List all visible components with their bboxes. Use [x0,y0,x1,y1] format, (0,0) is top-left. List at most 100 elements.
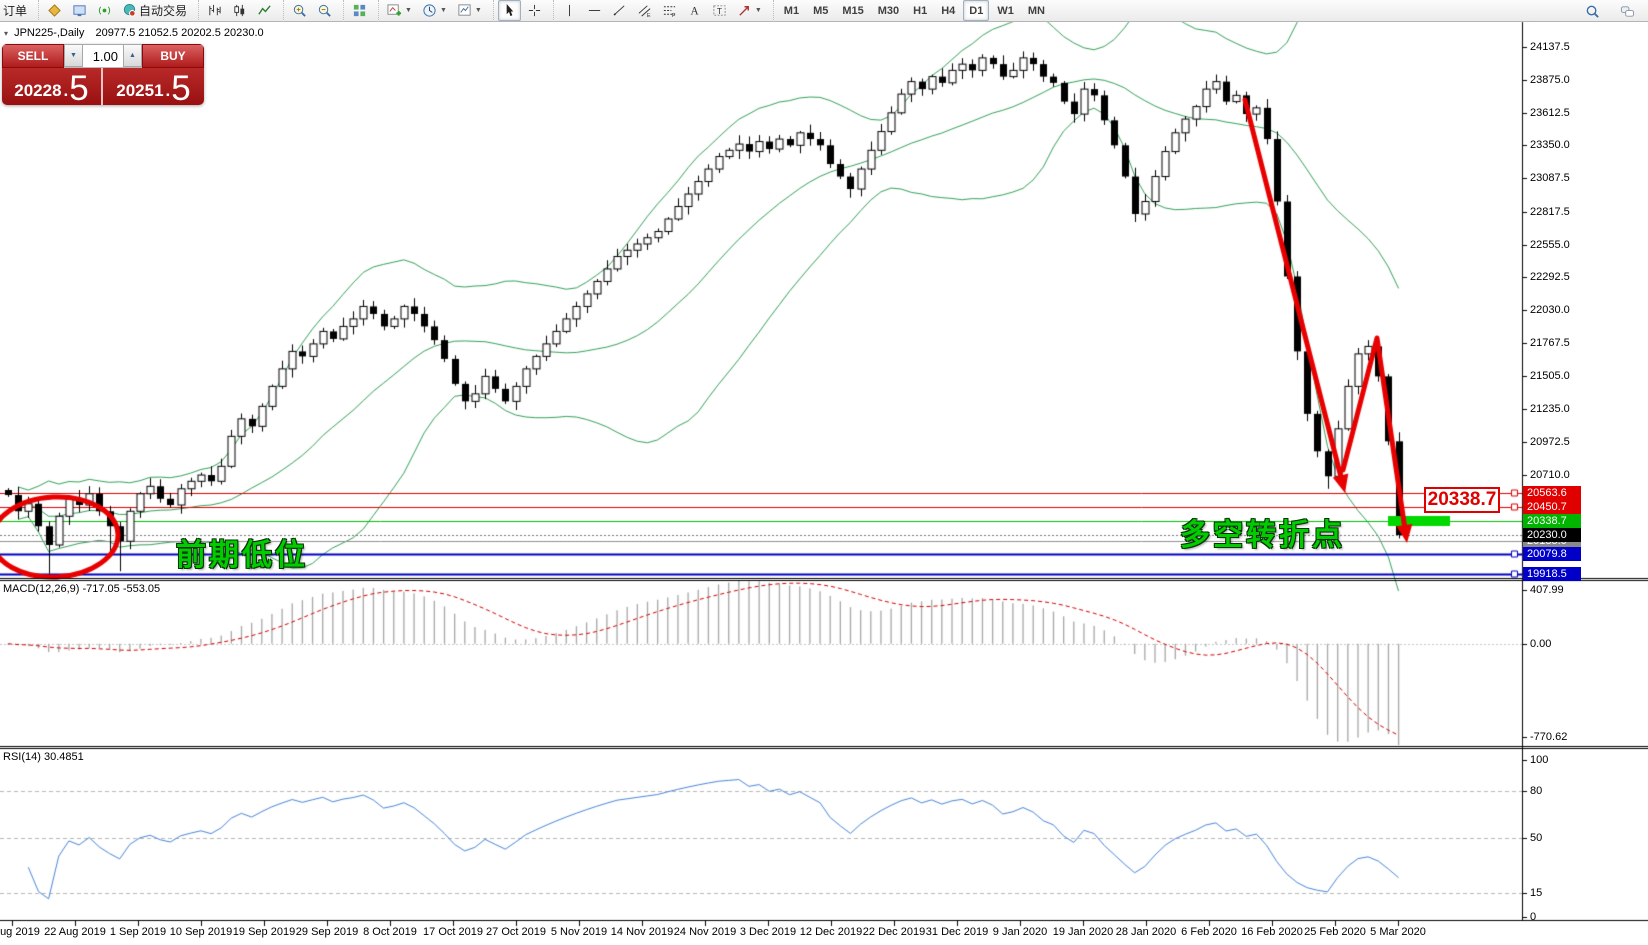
bar-chart-button[interactable] [203,0,226,21]
date-label: 5 Nov 2019 [550,926,608,938]
chevron-down-icon[interactable]: ▼ [439,7,447,14]
toolbar-group [343,0,375,22]
line-chart-button[interactable] [253,0,276,21]
rsi-tick-label: 15 [1530,887,1543,900]
macd-tick-label: -770.62 [1530,731,1568,743]
date-label: 3 Dec 2019 [739,926,797,938]
arrows-button[interactable]: ▼ [733,0,766,21]
linechart-icon [258,5,271,15]
volume-value[interactable]: 1.00 [83,44,123,67]
gold-box-icon [48,4,61,17]
hline-icon [588,10,600,11]
chart-history-button[interactable] [43,0,66,21]
turning-point-annotation: 多空转折点 [1180,519,1345,552]
indicator-icon [387,4,402,16]
autotrading-button[interactable]: 自动交易 [118,0,191,21]
signals-button[interactable] [93,0,116,21]
price-tick-label: 22030.0 [1530,304,1570,317]
new-order-button-label: 订单 [3,4,28,18]
timeframe-mn-button[interactable]: MN [1027,4,1045,17]
toolbar-group: 自动交易 [38,0,195,22]
community-chat-button[interactable] [1616,1,1639,22]
toolbar-group [492,0,550,22]
cursor-icon [506,3,514,17]
buy-button[interactable]: BUY [142,44,204,68]
toolbar-group [198,0,280,22]
toolbar-group: 订单 [0,0,35,22]
price-level-tag: 19918.5 [1523,566,1581,581]
volume-down-button[interactable]: ▼ [64,44,83,67]
volume-up-button[interactable]: ▲ [123,44,142,67]
price-level-tag: 20230.0 [1523,528,1581,542]
template-icon [458,4,471,16]
chevron-down-icon[interactable]: ▼ [474,7,482,14]
indicators-button[interactable]: ▼ [383,0,416,21]
date-label: 12 Dec 2019 [799,926,863,938]
autotrade-icon [123,3,136,17]
tile-windows-button[interactable] [348,0,371,21]
price-tick-label: 21235.0 [1530,403,1570,416]
price-tick-label: 23350.0 [1530,139,1570,152]
candlestick-chart-button[interactable] [228,0,251,21]
chevron-down-icon[interactable]: ▼ [754,7,762,14]
rsi-tick-label: 0 [1530,911,1537,923]
date-label: 14 Nov 2019 [610,926,674,938]
sell-price[interactable]: 20228. 5 [2,68,103,105]
price-tick-label: 24137.5 [1530,40,1570,53]
horizontal-line-button[interactable] [583,0,606,21]
price-tick-label: 23612.5 [1530,106,1570,119]
textA-icon: A [690,6,699,18]
symbol-name: JPN225-,Daily [14,27,85,39]
date-label: 19 Sep 2019 [232,926,296,938]
fibonacci-button[interactable]: F [658,0,681,21]
autotrading-button-label: 自动交易 [139,4,188,18]
trendline-icon [613,5,625,16]
date-label: 10 Sep 2019 [169,926,233,938]
periods-button[interactable]: ▼ [418,0,451,21]
timeframe-group: M1 M5 M15 M30 H1 H4 D1 W1 MN [772,0,1055,22]
timeframe-h4-button[interactable]: H4 [941,4,956,17]
rsi-tick-label: 100 [1530,753,1549,766]
equidistant-channel-button[interactable]: E [633,0,656,21]
price-tick-label: 21767.5 [1530,336,1570,349]
price-tick-label: 20972.5 [1530,436,1570,449]
timeframe-m1-button[interactable]: M1 [783,4,800,17]
tiles-icon [353,4,366,17]
vertical-line-button[interactable] [558,0,581,21]
macd-indicator-label: MACD(12,26,9) -717.05 -553.05 [3,583,161,595]
timeframe-m15-button[interactable]: M15 [842,4,864,17]
zoom-in-button[interactable] [288,0,311,21]
sell-button[interactable]: SELL [2,44,64,68]
one-click-panel-toggle-icon[interactable]: ▾ [4,29,9,38]
timeframe-w1-button[interactable]: W1 [997,4,1014,17]
date-label: 29 Sep 2019 [295,926,359,938]
trendline-button[interactable] [608,0,631,21]
timeframe-m5-button[interactable]: M5 [813,4,829,17]
price-level-tag: 20563.6 [1523,486,1581,501]
toolbar-group: ▼ ▼ ▼ [378,0,490,22]
text-label-button[interactable]: T [708,0,731,21]
date-label: 17 Oct 2019 [423,926,483,938]
signal-icon [98,6,111,15]
zoom-out-button[interactable] [313,0,336,21]
rsi-tick-label: 80 [1530,785,1543,797]
price-tick-label: 22555.0 [1530,238,1570,251]
profiles-button[interactable] [68,0,91,21]
price-tick-label: 21505.0 [1530,369,1570,382]
timeframe-d1-button[interactable]: D1 [963,0,990,21]
date-label: 27 Oct 2019 [486,926,546,938]
date-label: 22 Aug 2019 [44,926,106,938]
timeframe-m30-button[interactable]: M30 [877,4,900,17]
new-order-button[interactable]: 订单 [0,0,31,21]
cursor-button[interactable] [497,0,521,21]
templates-button[interactable]: ▼ [453,0,486,21]
buy-price[interactable]: 20251. 5 [116,69,191,105]
text-button[interactable]: A [683,0,706,21]
search-button[interactable] [1581,1,1604,22]
chevron-down-icon[interactable]: ▼ [405,7,412,14]
crosshair-button[interactable] [523,0,546,21]
rsi-tick-label: 50 [1530,832,1543,845]
date-label: 22 Dec 2019 [862,926,926,938]
timeframe-h1-button[interactable]: H1 [913,4,928,17]
